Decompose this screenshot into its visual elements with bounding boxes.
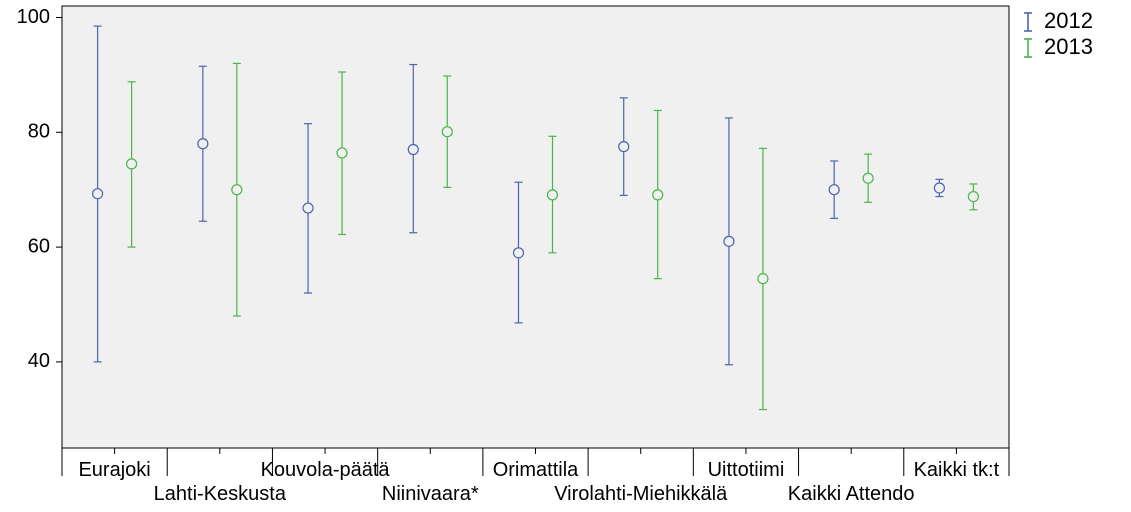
x-tick-label: Virolahti-Miehikkälä <box>554 483 728 505</box>
y-tick-label: 80 <box>28 121 50 143</box>
x-tick-label: Eurajoki <box>78 459 150 481</box>
legend-item: 2013 <box>1024 34 1093 59</box>
x-tick-label: Niinivaara* <box>382 483 479 505</box>
plot-area <box>62 6 1009 448</box>
x-tick-label: Kaikki Attendo <box>788 483 915 505</box>
legend-label: 2012 <box>1044 8 1093 33</box>
x-tick-label: Uittotiimi <box>708 459 785 481</box>
x-tick-label: Kaikki tk:t <box>914 459 1000 481</box>
y-tick-label: 60 <box>28 235 50 257</box>
y-tick-label: 100 <box>17 6 50 28</box>
x-tick-label: Kouvola-päätä <box>261 459 391 481</box>
x-tick-label: Orimattila <box>493 459 579 481</box>
legend-label: 2013 <box>1044 34 1093 59</box>
chart-figure: 40 60 80 100 EurajokiLahti-KeskustaKouvola-p… <box>0 0 1131 512</box>
x-tick-label: Lahti-Keskusta <box>154 483 287 505</box>
legend-item: 2012 <box>1024 8 1093 33</box>
chart-svg: 40 60 80 100 EurajokiLahti-KeskustaKouvola-p… <box>0 0 1131 512</box>
y-tick-label: 40 <box>28 350 50 372</box>
